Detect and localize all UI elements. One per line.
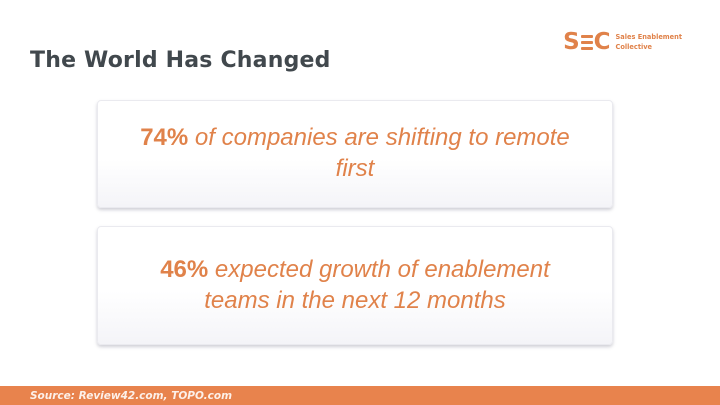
sec-logo: S C Sales Enablement Collective (563, 31, 682, 54)
sec-logo-name-line1: Sales Enablement (615, 32, 682, 41)
stat-card-enablement-growth: 46% expected growth of enablement teams … (97, 226, 613, 345)
stat-card-text: 74% of companies are shifting to remote … (98, 123, 612, 185)
sec-logo-letter-s: S (563, 29, 580, 55)
stat-card-remote-first: 74% of companies are shifting to remote … (97, 100, 613, 208)
sec-logo-letter-c: C (593, 29, 611, 55)
logo-bar (580, 46, 593, 51)
sec-logo-e-bars-icon (580, 34, 593, 51)
stat-description: of companies are shifting to remote firs… (188, 124, 570, 182)
page-title: The World Has Changed (30, 47, 331, 73)
stat-card-text: 46% expected growth of enablement teams … (98, 255, 612, 317)
stat-value: 46% (160, 255, 209, 283)
stat-value: 74% (140, 124, 189, 152)
sec-logo-name-line2: Collective (615, 42, 652, 51)
sec-logo-acronym: S C (563, 31, 610, 54)
logo-bar (580, 34, 593, 39)
logo-bar (580, 40, 593, 45)
source-citation: Source: Review42.com, TOPO.com (30, 389, 233, 402)
footer-bar: Source: Review42.com, TOPO.com (0, 386, 720, 405)
sec-logo-name: Sales Enablement Collective (616, 33, 682, 53)
stat-description: expected growth of enablement teams in t… (204, 255, 550, 314)
